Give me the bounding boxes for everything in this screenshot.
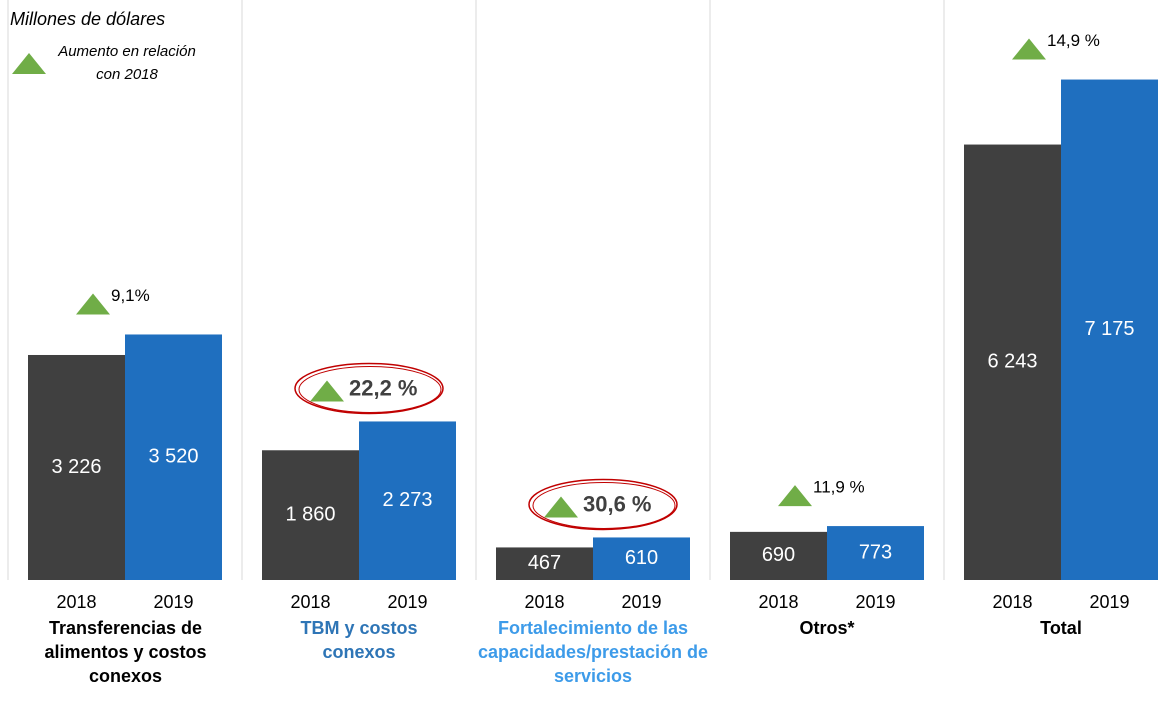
category-label: TBM y costos conexos <box>300 618 418 662</box>
x-tick-label: 2018 <box>992 592 1032 612</box>
x-tick-label: 2019 <box>621 592 661 612</box>
category-label: Transferencias de alimentos y costos con… <box>44 618 207 686</box>
highlight-circle <box>294 362 444 415</box>
value-label: 1 860 <box>285 503 335 525</box>
highlight-circle <box>528 478 678 531</box>
x-tick-label: 2019 <box>387 592 427 612</box>
value-label: 610 <box>625 547 658 569</box>
annotation: 22,2 % <box>349 375 418 400</box>
category-label: Otros* <box>799 618 855 638</box>
x-tick-label: 2018 <box>290 592 330 612</box>
x-tick-label: 2019 <box>855 592 895 612</box>
annotation: 11,9 % <box>813 478 865 497</box>
annotation: 14,9 % <box>1047 31 1100 50</box>
value-label: 2 273 <box>382 489 432 511</box>
subtitle: Millones de dólares <box>10 9 165 29</box>
bar <box>593 537 690 580</box>
increase-marker <box>544 496 578 518</box>
x-tick-label: 2018 <box>524 592 564 612</box>
annotation: 9,1% <box>111 286 150 305</box>
value-label: 467 <box>528 552 561 574</box>
x-tick-label: 2019 <box>1089 592 1129 612</box>
x-tick-label: 2019 <box>153 592 193 612</box>
category-label: Total <box>1040 618 1082 638</box>
value-label: 3 226 <box>51 456 101 478</box>
increase-marker <box>76 293 110 315</box>
legend-marker <box>12 53 46 74</box>
annotation: 30,6 % <box>583 491 652 516</box>
legend-label: Aumento en relación con 2018 <box>58 43 196 83</box>
increase-marker <box>310 380 344 402</box>
bar <box>1061 79 1158 580</box>
x-tick-label: 2018 <box>758 592 798 612</box>
bar <box>28 354 125 580</box>
bar <box>827 526 924 580</box>
value-label: 773 <box>859 541 892 563</box>
value-label: 7 175 <box>1084 318 1134 340</box>
bar <box>359 421 456 580</box>
value-label: 690 <box>762 544 795 566</box>
value-label: 3 520 <box>148 446 198 468</box>
value-label: 6 243 <box>987 351 1037 373</box>
increase-marker <box>778 485 812 507</box>
bar <box>262 450 359 580</box>
x-tick-label: 2018 <box>56 592 96 612</box>
bar <box>730 531 827 580</box>
bar <box>964 144 1061 580</box>
bar <box>125 334 222 580</box>
highlight-circle <box>298 365 442 413</box>
category-label: Fortalecimiento de las capacidades/prest… <box>477 618 709 686</box>
bar <box>496 547 593 580</box>
increase-marker <box>1012 38 1046 60</box>
highlight-circle <box>532 481 676 529</box>
